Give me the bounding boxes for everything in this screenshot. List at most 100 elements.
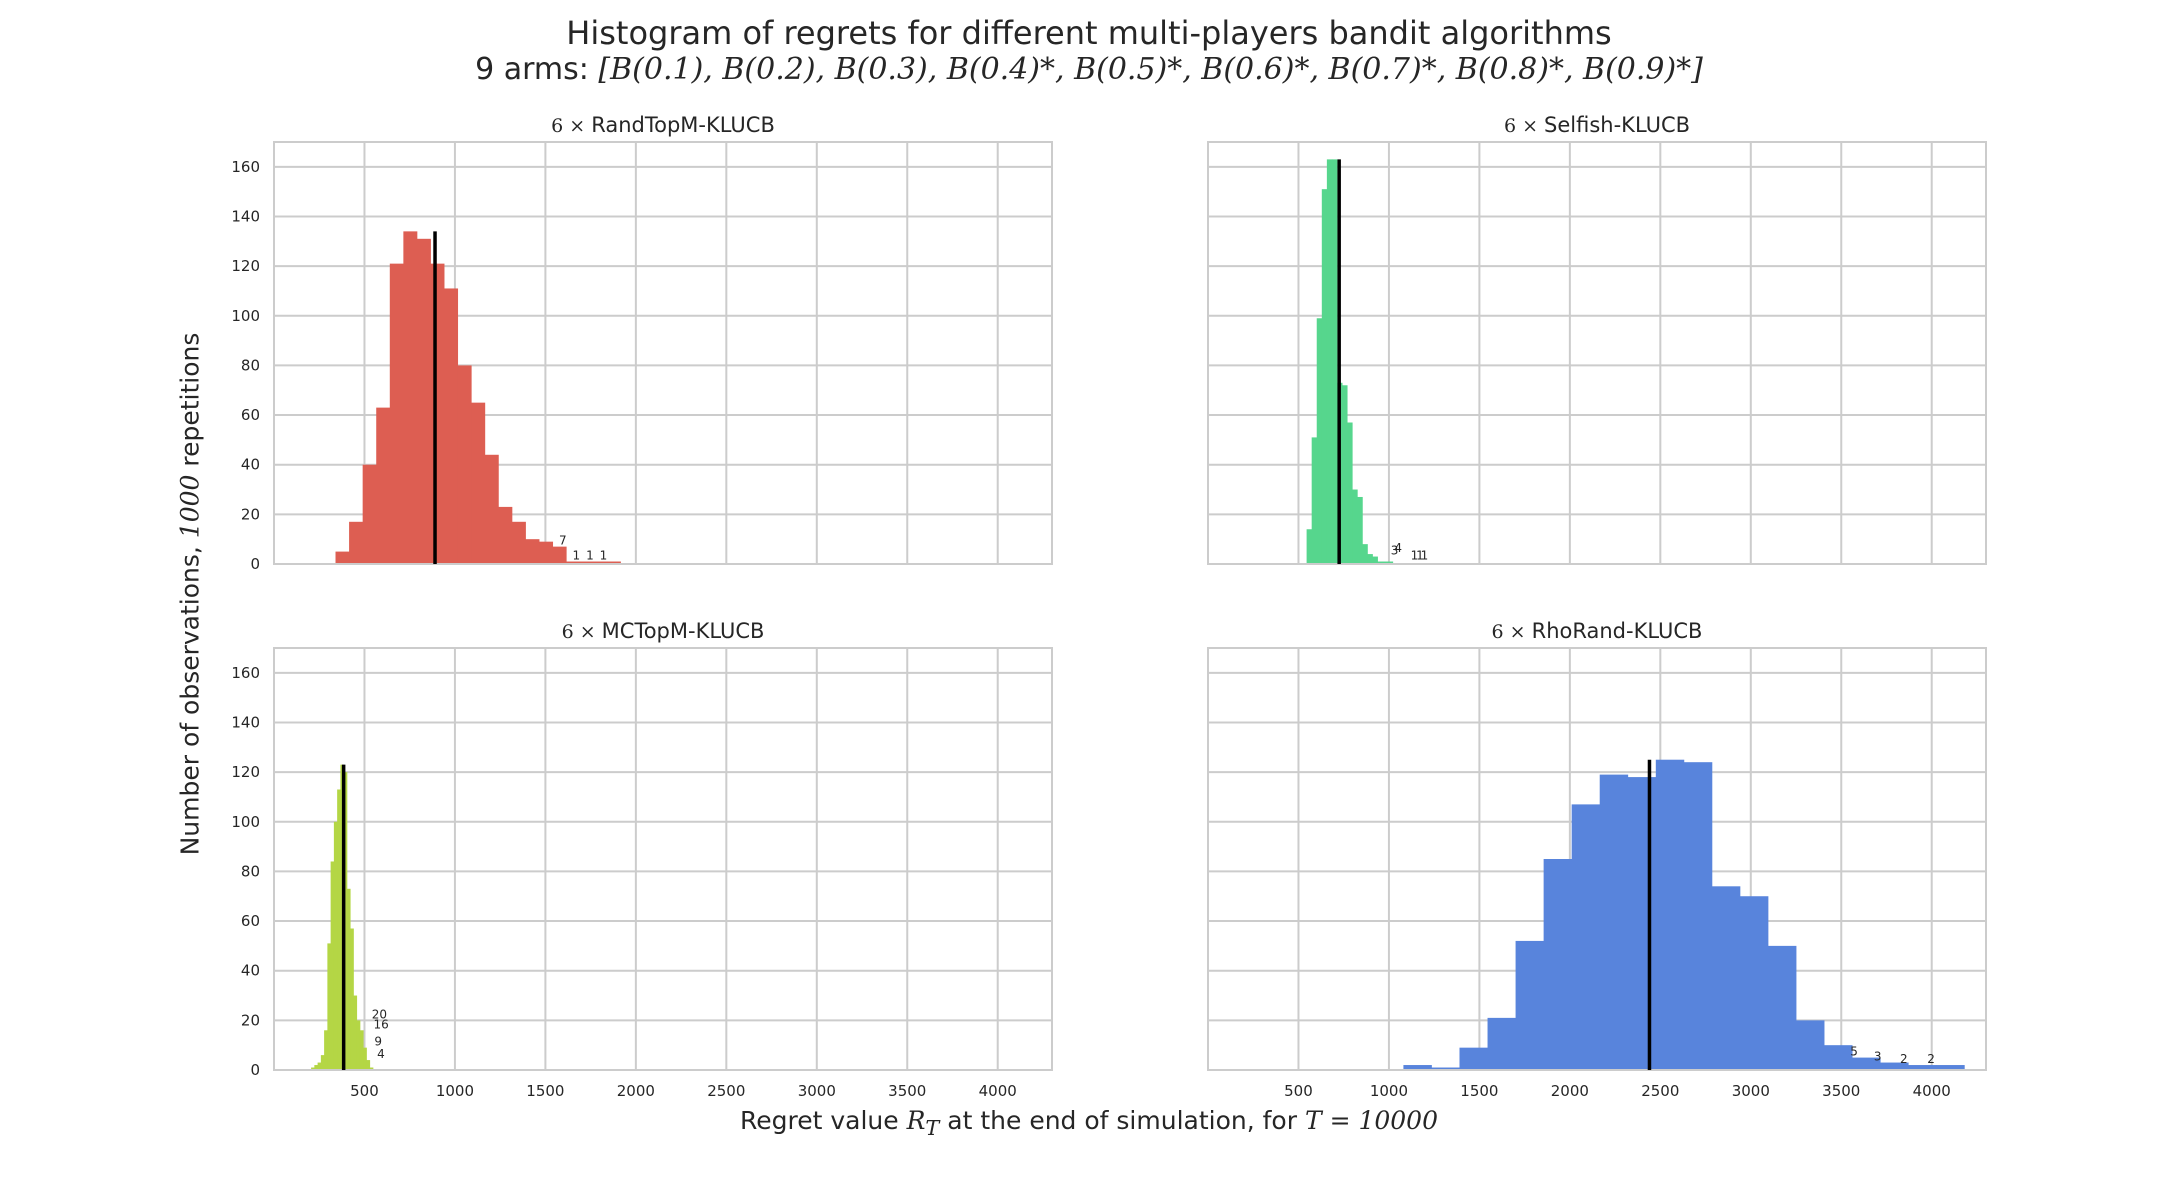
figure-title: Histogram of regrets for different multi… (566, 14, 1612, 52)
histogram-bar (333, 821, 338, 1070)
histogram-bar (1387, 561, 1394, 564)
bar-count-label: 20 (372, 1007, 387, 1021)
histogram-bar (430, 263, 445, 564)
xlabel-math-sub: T (925, 1116, 940, 1140)
histogram-bar (330, 861, 335, 1070)
subplot-title-name: RandTopM-KLUCB (591, 113, 775, 137)
histogram-bar (593, 561, 608, 564)
y-tick-label: 0 (250, 555, 260, 573)
y-tick-label: 80 (241, 356, 260, 374)
bar-count-label: 1 (1411, 549, 1419, 563)
histogram-bar (1362, 544, 1368, 564)
histogram-bar (1571, 804, 1601, 1070)
histogram-bar (1347, 422, 1353, 564)
subplot-title-prefix: 6 × (1492, 621, 1532, 643)
histogram-bar (1372, 556, 1378, 564)
histogram-bar (324, 1030, 328, 1070)
histogram-bar (1767, 945, 1797, 1070)
y-tick-label: 140 (231, 207, 260, 225)
histogram-bar (337, 789, 341, 1070)
histogram-bar (362, 464, 377, 564)
histogram-bar (457, 365, 472, 564)
histogram-bar (376, 407, 391, 564)
histogram-bar (311, 1067, 315, 1070)
x-tick-label: 4000 (1913, 1082, 1951, 1100)
bar-count-label: 3 (1874, 1050, 1882, 1064)
histogram-bar (1908, 1065, 1937, 1070)
histogram-bar (1377, 561, 1383, 564)
histogram-bar (1352, 489, 1358, 564)
bar-count-label: 4 (377, 1047, 385, 1061)
x-tick-label: 4000 (979, 1082, 1017, 1100)
histogram-bar (1326, 159, 1333, 564)
histogram-bar (335, 551, 350, 564)
x-tick-label: 3500 (888, 1082, 926, 1100)
histogram-bar (314, 1065, 319, 1070)
y-tick-label: 0 (250, 1061, 260, 1079)
y-tick-label: 60 (241, 912, 260, 930)
histogram-bar (525, 539, 540, 564)
histogram-bar (1543, 859, 1573, 1070)
histogram-bar (389, 263, 404, 564)
histogram-bar (606, 561, 621, 564)
histogram-bar (539, 541, 554, 564)
histogram-bar (1431, 1067, 1460, 1070)
plot-frame (1207, 141, 1987, 565)
subtitle-prefix: 9 arms: (475, 52, 599, 87)
bar-count-label: 9 (374, 1035, 382, 1049)
histogram-bar (366, 1060, 371, 1070)
histogram-bar (1382, 561, 1389, 564)
y-tick-label: 140 (231, 713, 260, 731)
histogram-bar (350, 928, 354, 1070)
y-tick-label: 160 (231, 158, 260, 176)
bar-count-label: 1 (1416, 549, 1424, 563)
x-tick-label: 1000 (1370, 1082, 1408, 1100)
x-tick-label: 500 (1284, 1082, 1313, 1100)
subplot-title-prefix: 6 × (551, 115, 591, 137)
plot-frame (273, 141, 1053, 565)
histogram-bar (1306, 529, 1313, 564)
subplot-title-name: MCTopM-KLUCB (602, 619, 765, 643)
figure-subtitle: 9 arms: [B(0.1), B(0.2), B(0.3), B(0.4)*… (0, 52, 2178, 87)
x-tick-label: 2000 (1551, 1082, 1589, 1100)
histogram-bar (444, 288, 459, 564)
x-tick-label: 3500 (1822, 1082, 1860, 1100)
y-tick-label: 100 (231, 813, 260, 831)
histogram-bar (1655, 759, 1685, 1070)
y-tick-label: 120 (231, 257, 260, 275)
subplot-title-prefix: 6 × (1504, 115, 1544, 137)
histogram-bar (327, 943, 332, 1070)
histogram-bar (1316, 318, 1323, 564)
bar-count-label: 7 (559, 534, 567, 548)
histogram-bar (1739, 896, 1769, 1070)
y-tick-label: 60 (241, 406, 260, 424)
histogram-bar (579, 561, 594, 564)
subplot-title-name: RhoRand-KLUCB (1532, 619, 1703, 643)
histogram-bar (1357, 496, 1363, 564)
y-tick-label: 120 (231, 763, 260, 781)
y-tick-label: 160 (231, 664, 260, 682)
histogram-bar (403, 231, 418, 565)
subplot-title: 6 × MCTopM-KLUCB (562, 619, 765, 643)
histogram-bar (471, 402, 486, 564)
plot-frame (273, 647, 1053, 1071)
histogram-bar (320, 1055, 325, 1070)
x-tick-label: 500 (350, 1082, 379, 1100)
subplot-title: 6 × RhoRand-KLUCB (1492, 619, 1703, 643)
histogram-bar (1459, 1047, 1488, 1070)
histogram-bar (1824, 1045, 1853, 1070)
subplot-title-prefix: 6 × (562, 621, 602, 643)
histogram-bar (1683, 762, 1713, 1070)
histogram-bar (552, 546, 567, 564)
histogram-bar (416, 238, 431, 564)
histogram-bar (1515, 940, 1545, 1070)
xlabel-math-t: T = 10000 (1304, 1106, 1438, 1135)
histogram-bar (317, 1062, 322, 1070)
bar-count-label: 5 (1850, 1045, 1858, 1059)
x-tick-label: 2500 (1641, 1082, 1679, 1100)
x-tick-label: 1500 (1460, 1082, 1498, 1100)
histogram-bar (349, 521, 364, 564)
histogram-bar (1599, 774, 1629, 1070)
subplot-title: 6 × RandTopM-KLUCB (551, 113, 775, 137)
histogram-bar (1487, 1017, 1516, 1070)
